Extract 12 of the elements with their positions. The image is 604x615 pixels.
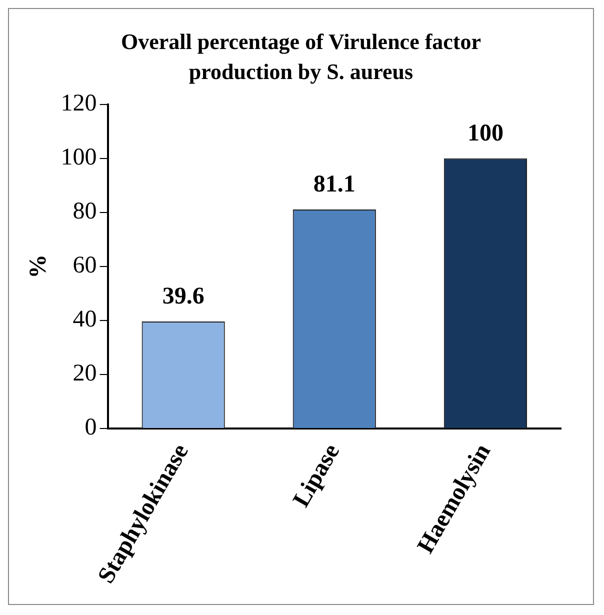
y-tick-label: 20	[72, 360, 97, 387]
data-label: 100	[467, 120, 504, 147]
y-tick-label: 0	[84, 414, 97, 441]
y-axis-title: %	[26, 254, 52, 278]
data-label: 81.1	[313, 172, 356, 198]
y-tick-label: 100	[60, 144, 97, 171]
y-tick-label: 40	[72, 306, 97, 333]
chart-title: Overall percentage of Virulence factor production by S. aureus	[120, 28, 482, 86]
y-tick-label: 60	[72, 252, 97, 279]
y-tick-label: 120	[60, 90, 97, 117]
y-tick-label: 80	[72, 198, 97, 225]
data-label: 39.6	[162, 284, 204, 310]
